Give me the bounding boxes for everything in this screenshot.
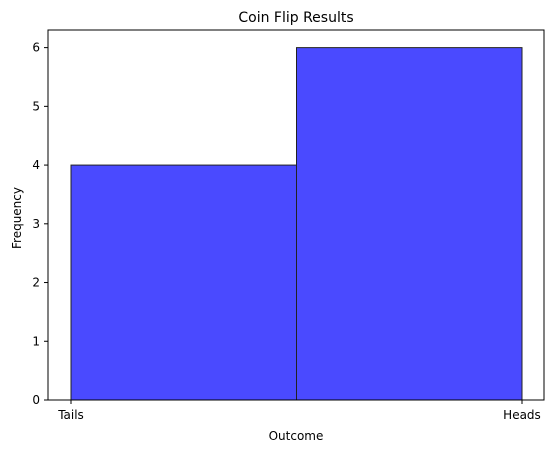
y-tick-label: 5 <box>32 99 40 113</box>
bar-tails <box>70 164 297 401</box>
x-axis-label: Outcome <box>269 429 324 443</box>
y-tick-label: 1 <box>32 334 40 348</box>
y-tick-label: 3 <box>32 217 40 231</box>
y-tick-label: 4 <box>32 158 40 172</box>
y-tick-label: 6 <box>32 41 40 55</box>
x-tick-label-tails: Tails <box>57 408 84 422</box>
plot-frame <box>47 29 545 401</box>
bar-heads <box>296 47 523 401</box>
y-tick-label: 2 <box>32 276 40 290</box>
chart-title: Coin Flip Results <box>238 10 353 26</box>
x-tick-label-heads: Heads <box>503 408 541 422</box>
x-axis-ticks: Tails Heads <box>57 400 541 422</box>
bars-layer <box>70 47 523 401</box>
y-tick-label: 0 <box>32 393 40 407</box>
y-axis-ticks: 0 1 2 3 4 5 6 <box>32 41 48 407</box>
y-axis-label: Frequency <box>10 187 24 249</box>
